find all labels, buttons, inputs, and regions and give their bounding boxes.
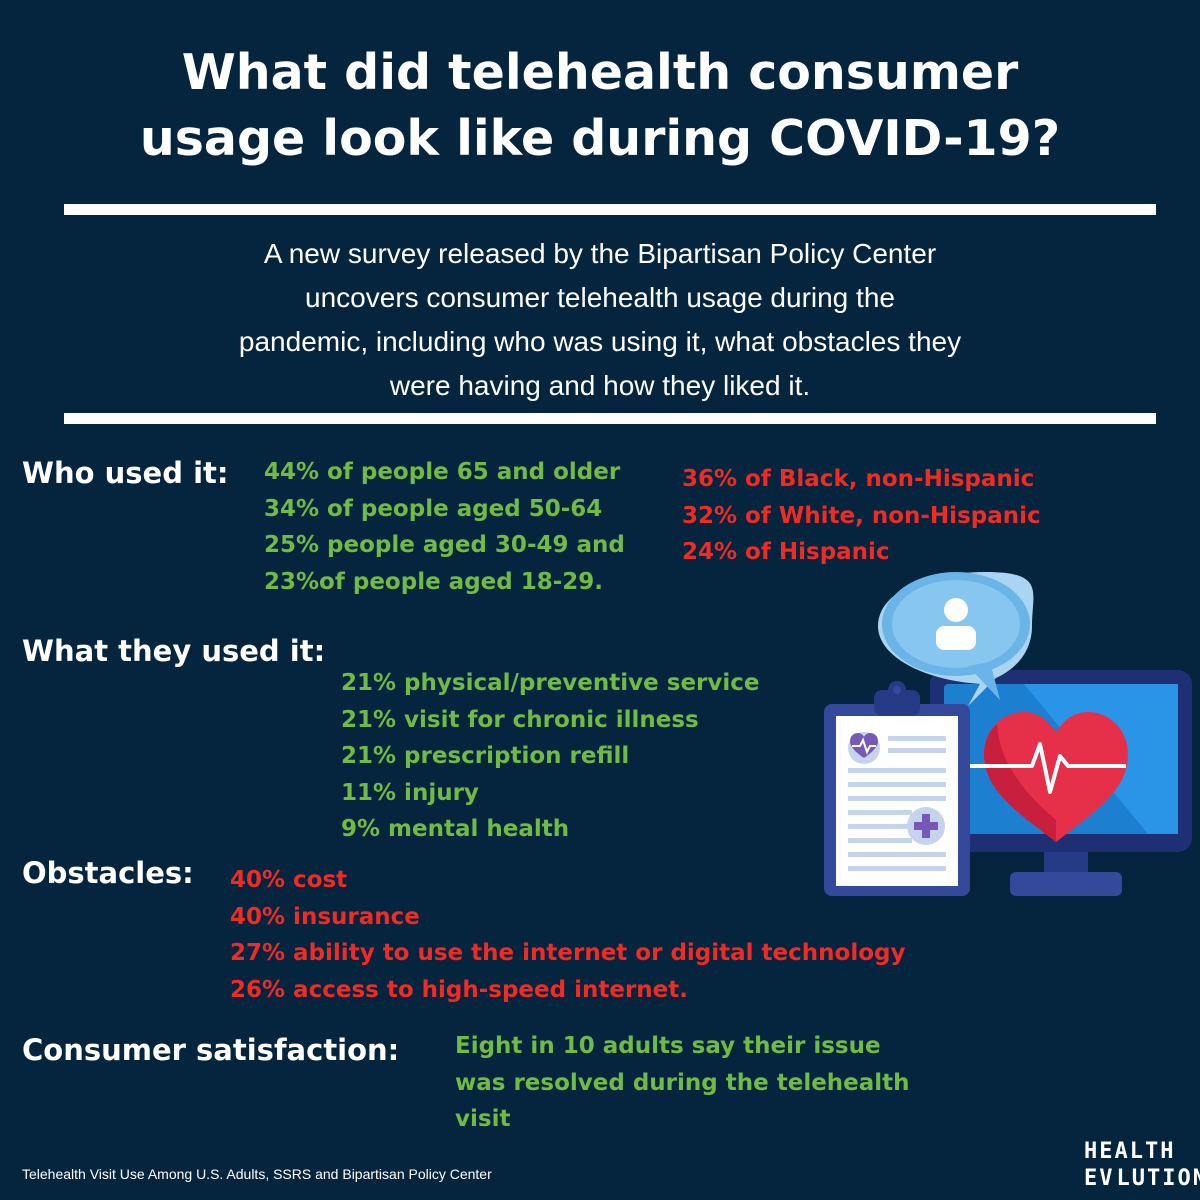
list-item: 9% mental health bbox=[341, 816, 570, 842]
title-line-2: usage look like during COVID-19? bbox=[139, 110, 1061, 167]
list-item: 36% of Black, non-Hispanic bbox=[682, 466, 1035, 492]
telehealth-illustration bbox=[818, 570, 1196, 904]
obstacles-list: 40% cost 40% insurance 27% ability to us… bbox=[230, 862, 905, 1008]
intro-line-2: uncovers consumer telehealth usage durin… bbox=[305, 282, 895, 313]
user-icon bbox=[936, 598, 976, 650]
list-item: 40% insurance bbox=[230, 903, 420, 930]
health-evolution-logo: HEALTH EV LUTION bbox=[1084, 1138, 1200, 1192]
page-title: What did telehealth consumer usage look … bbox=[0, 40, 1200, 172]
medical-cross-icon bbox=[907, 807, 945, 845]
source-citation: Telehealth Visit Use Among U.S. Adults, … bbox=[22, 1166, 492, 1182]
intro-line-4: were having and how they liked it. bbox=[389, 370, 811, 401]
clipboard-icon bbox=[824, 681, 970, 896]
bottom-divider bbox=[64, 413, 1156, 424]
logo-text-right: LUTION bbox=[1116, 1166, 1200, 1191]
list-item: 44% of people 65 and older bbox=[264, 459, 621, 485]
list-item: 21% physical/preventive service bbox=[341, 670, 760, 696]
logo-line-1: HEALTH bbox=[1084, 1139, 1176, 1164]
list-item: 23%of people aged 18-29. bbox=[264, 568, 604, 595]
usage-list: 21% physical/preventive service 21% visi… bbox=[341, 665, 760, 848]
list-item: 27% ability to use the internet or digit… bbox=[230, 940, 906, 966]
what-used-label: What they used it: bbox=[22, 634, 326, 668]
top-divider bbox=[64, 204, 1156, 215]
list-item: 40% cost bbox=[230, 867, 348, 893]
satisfaction-label: Consumer satisfaction: bbox=[22, 1033, 400, 1067]
obstacles-label: Obstacles: bbox=[22, 856, 194, 890]
satisfaction-line: visit bbox=[455, 1106, 511, 1132]
list-item: 24% of Hispanic bbox=[682, 539, 890, 565]
satisfaction-line: was resolved during the telehealth bbox=[455, 1069, 910, 1096]
list-item: 21% visit for chronic illness bbox=[341, 706, 699, 733]
list-item: 32% of White, non-Hispanic bbox=[682, 502, 1041, 529]
intro-paragraph: A new survey released by the Bipartisan … bbox=[120, 232, 1080, 408]
satisfaction-line: Eight in 10 adults say their issue bbox=[455, 1033, 881, 1059]
intro-line-3: pandemic, including who was using it, wh… bbox=[238, 326, 962, 357]
heart-icon bbox=[968, 712, 1128, 842]
logo-line-2: EV LUTION bbox=[1084, 1165, 1200, 1192]
race-list: 36% of Black, non-Hispanic 32% of White,… bbox=[682, 461, 1041, 571]
list-item: 26% access to high-speed internet. bbox=[230, 976, 689, 1003]
age-list: 44% of people 65 and older 34% of people… bbox=[264, 454, 625, 600]
who-used-label: Who used it: bbox=[22, 456, 229, 490]
list-item: 21% prescription refill bbox=[341, 743, 630, 769]
list-item: 34% of people aged 50-64 bbox=[264, 495, 603, 522]
logo-text-left: EV bbox=[1084, 1166, 1115, 1191]
list-item: 25% people aged 30-49 and bbox=[264, 532, 625, 558]
list-item: 11% injury bbox=[341, 779, 479, 806]
satisfaction-text: Eight in 10 adults say their issue was r… bbox=[455, 1028, 910, 1138]
intro-line-1: A new survey released by the Bipartisan … bbox=[263, 238, 937, 269]
title-line-1: What did telehealth consumer bbox=[181, 44, 1019, 101]
